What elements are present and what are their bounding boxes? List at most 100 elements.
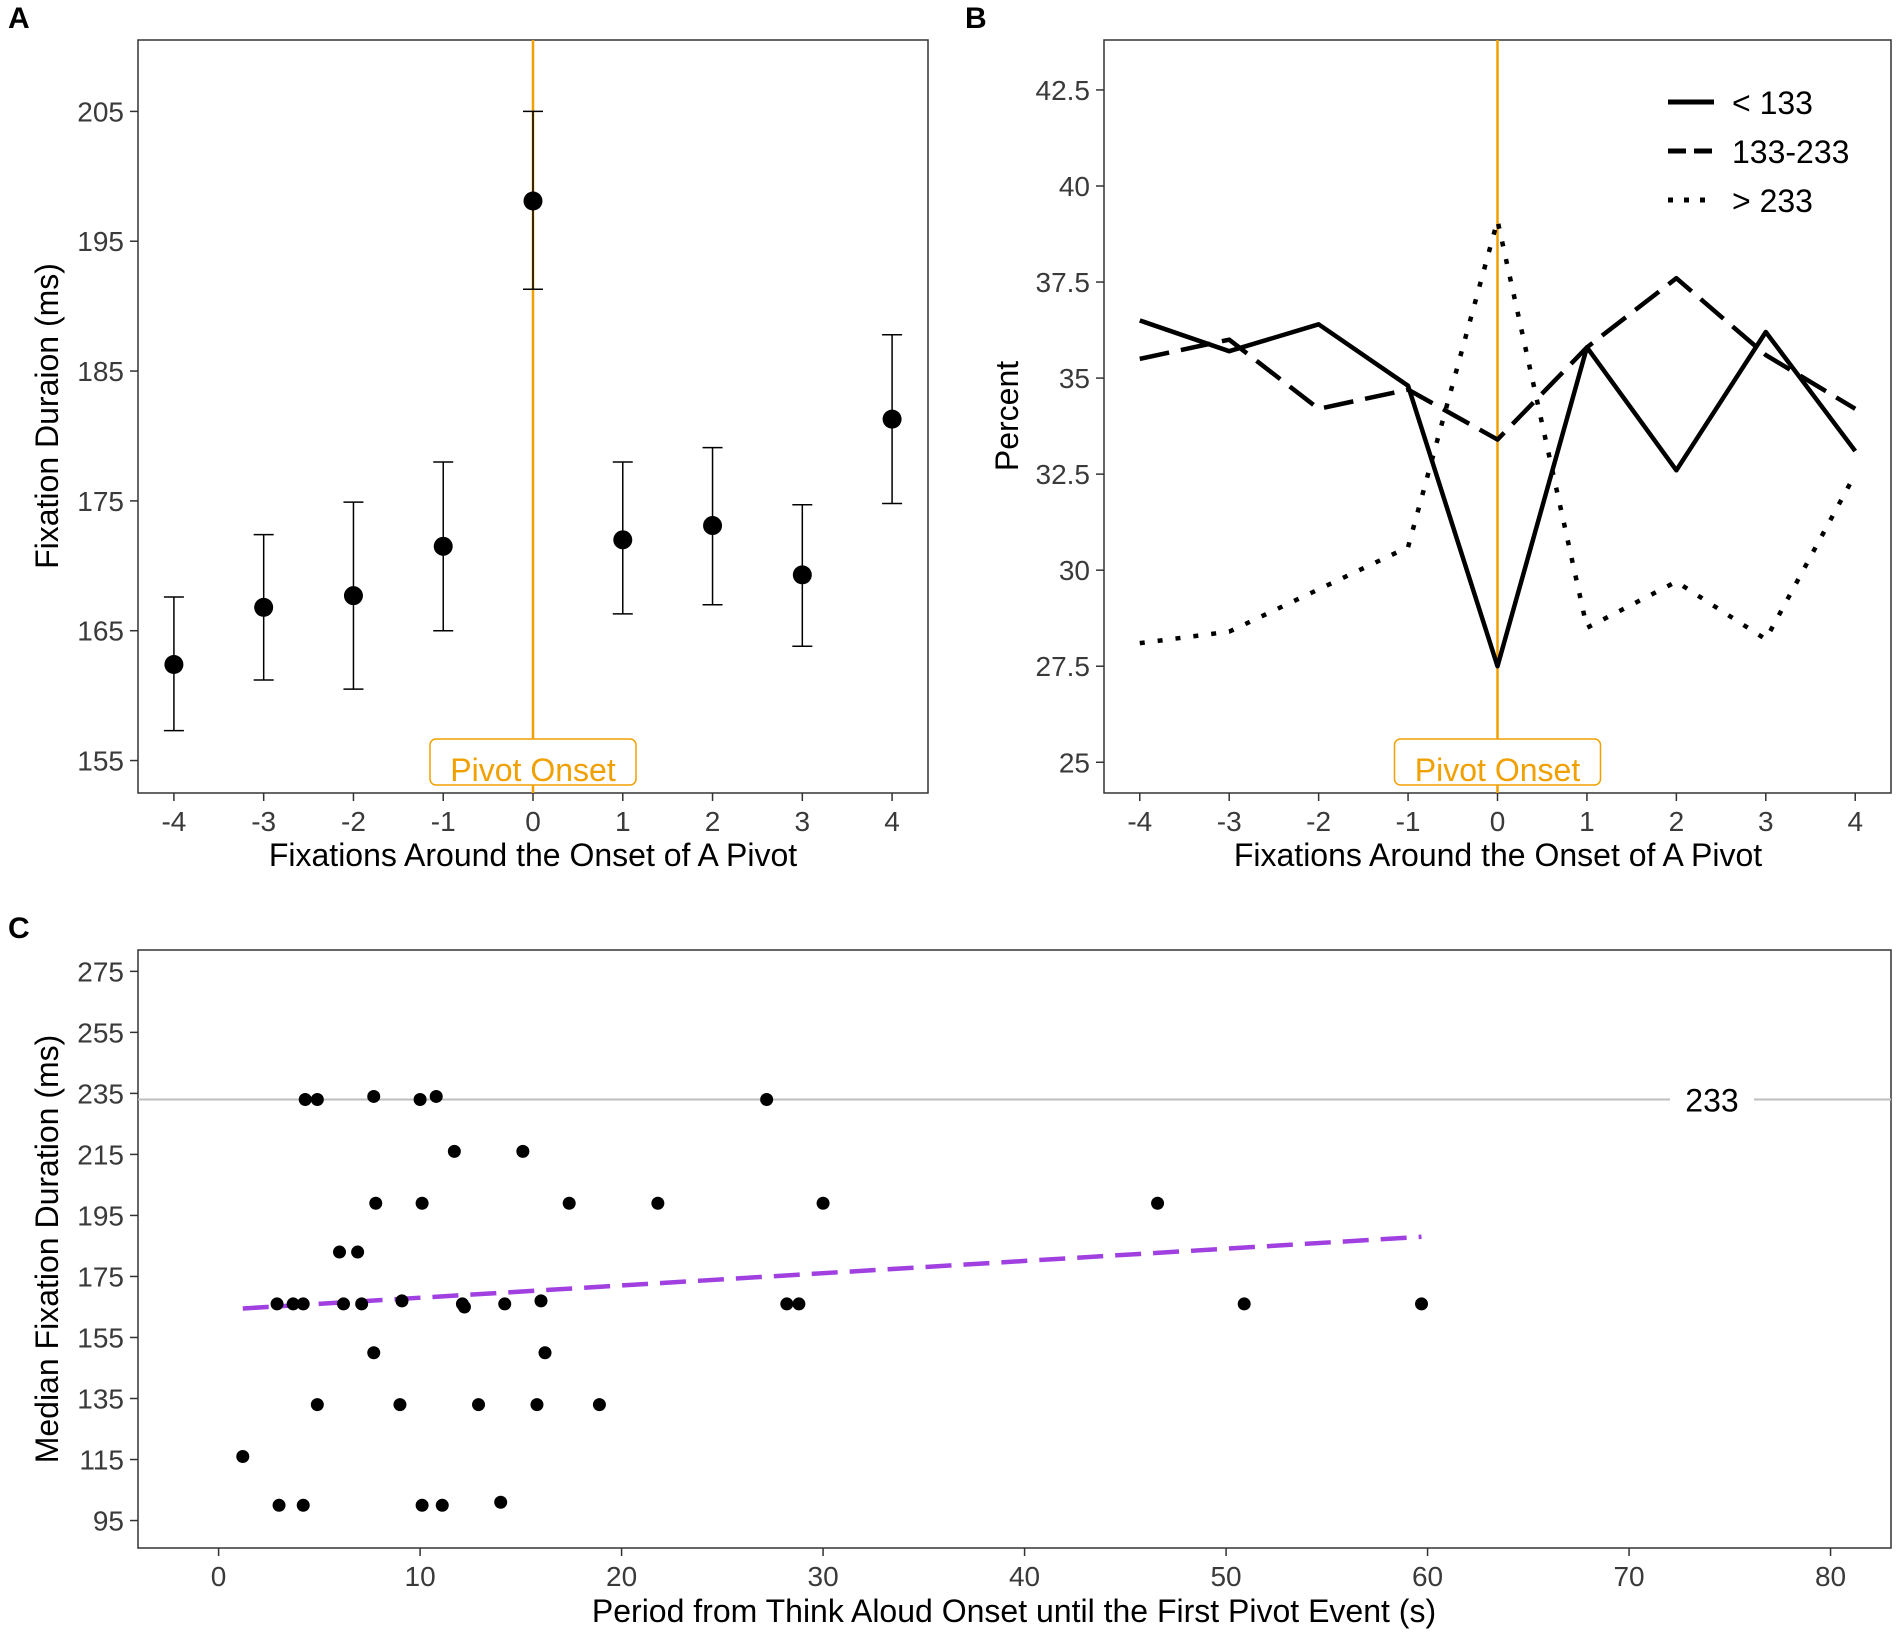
panel-c-letter: C	[8, 912, 30, 945]
panel-b-series-dashed	[1139, 275, 1857, 442]
panel-c-x-ticks: 0 10 20 30 40 50 60 70 80	[211, 1548, 1846, 1592]
panel-a-letter: A	[8, 2, 30, 35]
panel-a-x-tick-label: -4	[161, 806, 186, 837]
legend-label-133-233: 133-233	[1732, 134, 1849, 170]
panel-c-reference-text: 233	[1685, 1083, 1738, 1119]
panel-c-point	[395, 1294, 409, 1308]
panel-a-y-title: Fixation Duraion (ms)	[29, 263, 65, 569]
panel-c-reference-label-bg	[1670, 1079, 1754, 1120]
panel-c-x-tick-label: 20	[606, 1561, 637, 1592]
panel-b-y-tick-label: 25	[1059, 747, 1090, 778]
panel-a-point	[613, 530, 633, 550]
panel-b-lines	[1139, 218, 1858, 669]
panel-c-point	[415, 1196, 429, 1210]
panel-b-x-tick-label: -2	[1306, 806, 1331, 837]
panel-c-y-title: Median Fixation Duration (ms)	[29, 1035, 65, 1464]
panel-a-x-ticks: -4 -3 -2 -1 0 1 2 3 4	[161, 793, 900, 837]
panel-c-point	[457, 1300, 471, 1314]
panel-b: B Pivot Onset -4 -3 -2 -1 0 1 2 3 4 25 27.5 30 32.5…	[965, 2, 1892, 873]
panel-a-point	[164, 654, 184, 674]
panel-c-point	[1415, 1297, 1429, 1311]
panel-c-point	[270, 1297, 284, 1311]
panel-c-point	[538, 1346, 552, 1360]
panel-c-point	[562, 1196, 576, 1210]
panel-a-y-tick-label: 205	[77, 96, 124, 127]
panel-c-point	[792, 1297, 806, 1311]
panel-b-y-title: Percent	[989, 361, 1025, 471]
panel-c-point	[1151, 1196, 1165, 1210]
panel-b-x-tick-label: 3	[1758, 806, 1774, 837]
panel-a-x-tick-label: -3	[251, 806, 276, 837]
panel-b-x-title: Fixations Around the Onset of A Pivot	[1234, 837, 1762, 873]
panel-b-y-tick-label: 32.5	[1036, 459, 1091, 490]
panel-c-x-tick-label: 10	[405, 1561, 436, 1592]
panel-b-x-tick-label: -1	[1396, 806, 1421, 837]
panel-a-y-ticks: 155 165 175 185 195 205	[77, 96, 138, 777]
panel-c-x-tick-label: 80	[1815, 1561, 1846, 1592]
panel-a-point	[523, 191, 543, 211]
panel-b-y-tick-label: 27.5	[1036, 651, 1091, 682]
panel-c-x-tick-label: 30	[808, 1561, 839, 1592]
panel-c-point	[355, 1297, 369, 1311]
panel-b-x-tick-label: -4	[1127, 806, 1152, 837]
panel-c-point	[367, 1089, 381, 1103]
panel-c-point	[516, 1144, 530, 1158]
panel-a-y-tick-label: 185	[77, 356, 124, 387]
panel-c: C 233 0 10 20 30 40 50 60 70 80 95 115 135 155 175 19…	[8, 912, 1892, 1629]
panel-c-y-tick-label: 175	[77, 1261, 124, 1292]
panel-c-point	[1237, 1297, 1251, 1311]
panel-a-x-tick-label: 4	[884, 806, 900, 837]
panel-b-onset-box	[1393, 738, 1602, 786]
panel-c-point	[429, 1089, 443, 1103]
legend-label-lt133: < 133	[1732, 85, 1813, 121]
panel-b-letter: B	[965, 2, 987, 35]
panel-a-y-tick-label: 175	[77, 486, 124, 517]
panel-a-onset-text: Pivot Onset	[450, 752, 616, 788]
panel-c-point	[296, 1498, 310, 1512]
panel-b-x-tick-label: -3	[1217, 806, 1242, 837]
panel-c-fit-line	[242, 1234, 1422, 1311]
panel-c-point	[780, 1297, 794, 1311]
panel-c-point	[816, 1196, 830, 1210]
panel-c-point	[530, 1398, 544, 1412]
panel-c-point	[296, 1297, 310, 1311]
panel-a: A Pivot Onset -4 -3 -2 -1 0 1 2 3 4 155 165 175 185…	[8, 2, 929, 873]
panel-b-y-tick-label: 40	[1059, 171, 1090, 202]
panel-a-onset-box	[429, 738, 637, 786]
panel-c-point	[332, 1245, 346, 1259]
panel-c-y-tick-label: 235	[77, 1078, 124, 1109]
panel-c-point	[435, 1498, 449, 1512]
panel-a-onset-label: Pivot Onset	[429, 738, 637, 788]
panel-c-point	[592, 1398, 606, 1412]
panel-c-point	[413, 1093, 427, 1106]
panel-c-y-tick-label: 215	[77, 1139, 124, 1170]
panel-c-point	[351, 1245, 365, 1259]
panel-c-x-tick-label: 70	[1613, 1561, 1644, 1592]
panel-a-x-tick-label: 2	[705, 806, 721, 837]
panel-b-y-tick-label: 37.5	[1036, 267, 1091, 298]
panel-c-point	[337, 1297, 351, 1311]
panel-c-point	[760, 1093, 774, 1106]
panel-c-point	[236, 1449, 250, 1463]
panel-a-point	[882, 409, 902, 429]
panel-b-x-tick-label: 4	[1847, 806, 1863, 837]
panel-b-y-ticks: 25 27.5 30 32.5 35 37.5 40 42.5	[1036, 75, 1104, 778]
panel-a-point	[433, 536, 453, 556]
panel-b-onset-label: Pivot Onset	[1393, 738, 1602, 788]
panel-c-point	[310, 1398, 324, 1412]
panel-c-point	[369, 1196, 383, 1210]
panel-c-point	[415, 1498, 429, 1512]
panel-c-point	[367, 1346, 381, 1360]
panel-b-onset-text: Pivot Onset	[1415, 752, 1581, 788]
panel-a-x-tick-label: -2	[341, 806, 366, 837]
panel-a-x-tick-label: 3	[795, 806, 811, 837]
panel-a-point	[254, 597, 274, 617]
panel-c-y-tick-label: 195	[77, 1200, 124, 1231]
panel-c-point	[447, 1144, 461, 1158]
panel-c-y-tick-label: 155	[77, 1322, 124, 1353]
panel-c-point	[310, 1093, 324, 1106]
panel-c-y-tick-label: 255	[77, 1017, 124, 1048]
panel-a-x-tick-label: 0	[525, 806, 541, 837]
panel-a-x-title: Fixations Around the Onset of A Pivot	[269, 837, 797, 873]
